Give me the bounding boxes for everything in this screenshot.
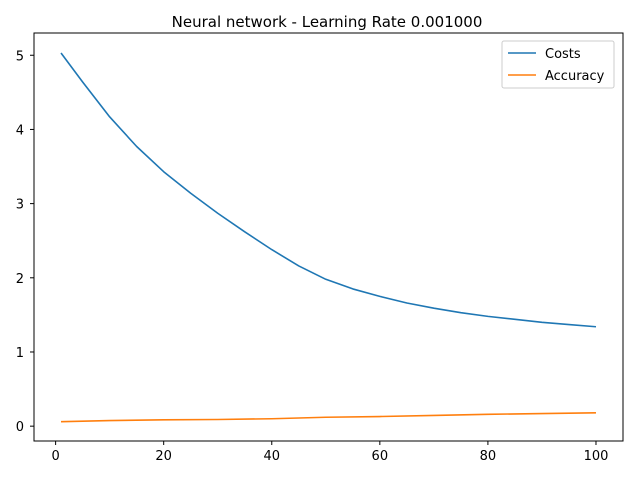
x-tick-label: 0 xyxy=(51,449,59,464)
x-tick-label: 20 xyxy=(155,449,172,464)
x-tick-label: 100 xyxy=(584,449,609,464)
legend: Costs Accuracy xyxy=(501,40,615,89)
plot-frame xyxy=(33,32,624,442)
series-line-costs xyxy=(60,52,597,328)
x-tick-label: 40 xyxy=(263,449,280,464)
y-tick-label: 5 xyxy=(16,49,24,64)
y-tick-label: 1 xyxy=(16,346,24,361)
x-tick-label: 80 xyxy=(480,449,497,464)
x-tick-label: 60 xyxy=(372,449,389,464)
series-layer xyxy=(60,52,597,423)
y-tick-label: 2 xyxy=(16,272,24,287)
series-line-accuracy xyxy=(61,412,596,423)
legend-label-accuracy: Accuracy xyxy=(545,69,605,84)
chart-title: Neural network - Learning Rate 0.001000 xyxy=(172,13,483,31)
legend-label-costs: Costs xyxy=(545,47,581,62)
y-tick-label: 0 xyxy=(16,420,24,435)
y-tick-label: 4 xyxy=(16,123,24,138)
axes-layer: 0 20 40 60 80 100 0 1 2 3 4 5 xyxy=(16,32,624,464)
y-tick-label: 3 xyxy=(16,198,24,213)
